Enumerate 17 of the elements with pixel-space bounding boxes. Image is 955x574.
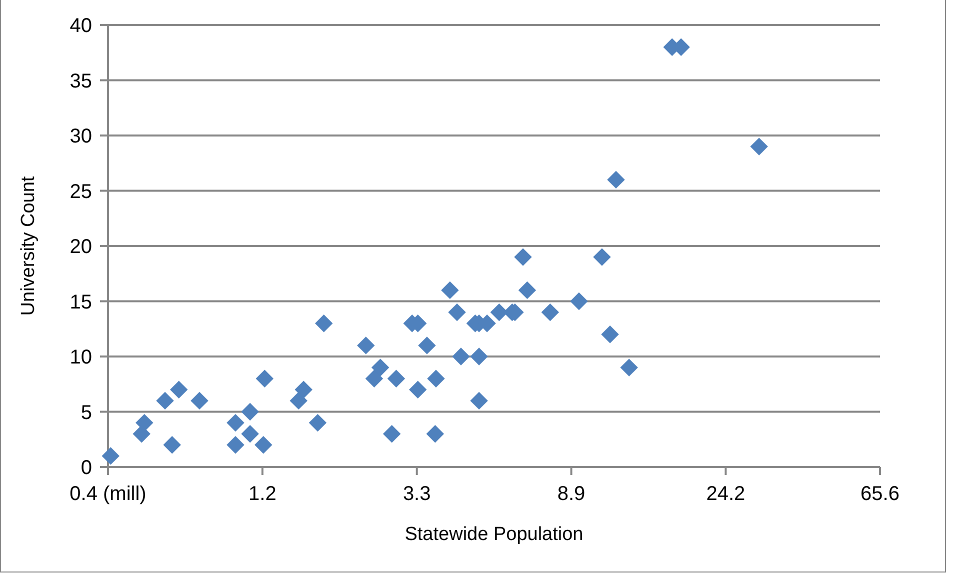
x-tick-label: 1.2: [248, 483, 276, 505]
x-tick-label: 3.3: [402, 483, 431, 505]
y-tick-label: 40: [70, 15, 92, 37]
y-tick-label: 35: [70, 70, 92, 92]
y-tick-label: 10: [70, 346, 92, 368]
x-tick-label: 0.4 (mill): [70, 483, 146, 505]
y-tick-label: 15: [70, 291, 92, 314]
x-tick-label: 24.2: [706, 483, 746, 505]
y-tick-label: 25: [70, 180, 92, 203]
y-tick-label: 0: [80, 457, 92, 479]
x-tick-label: 65.6: [860, 483, 900, 505]
y-tick-label: 5: [80, 402, 92, 424]
x-axis-title: Statewide Population: [404, 524, 584, 545]
y-axis-title: University Count: [18, 176, 39, 316]
y-tick-label: 20: [70, 236, 92, 258]
x-tick-label: 8.9: [557, 483, 586, 505]
y-tick-label: 30: [70, 126, 92, 148]
